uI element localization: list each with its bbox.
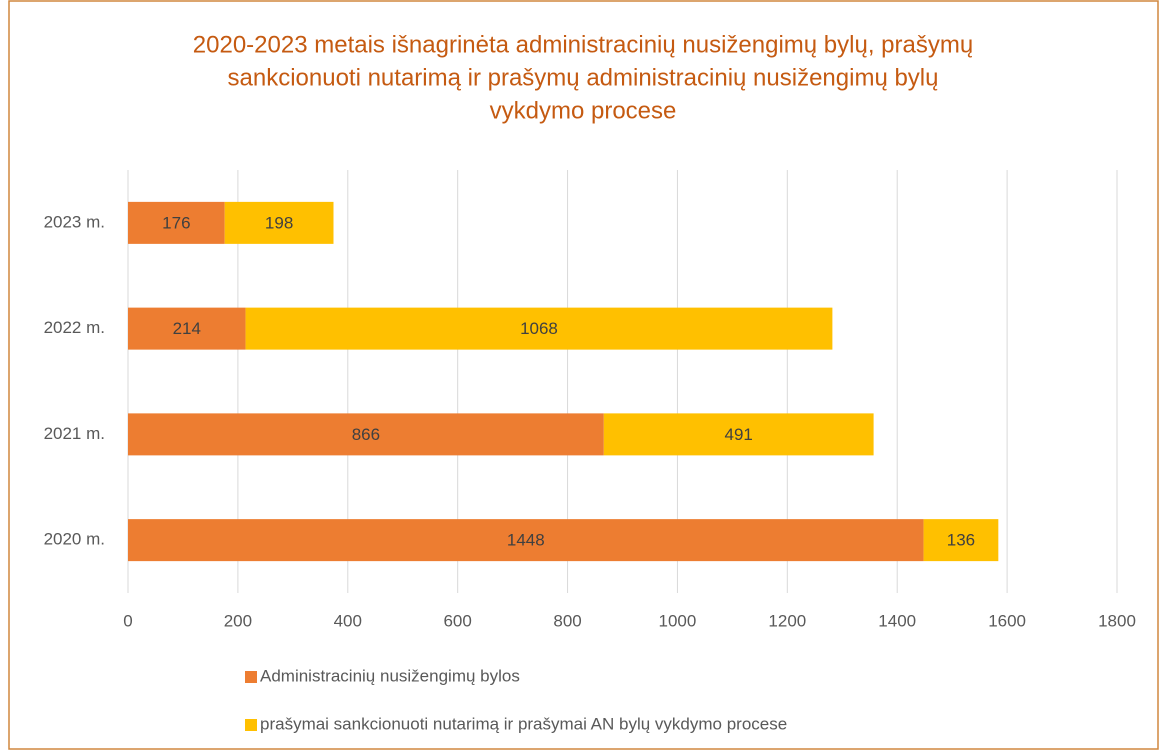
x-tick-label: 800: [553, 611, 581, 630]
data-label: 198: [265, 213, 293, 232]
data-label: 866: [352, 425, 380, 444]
data-label: 1068: [520, 319, 558, 338]
data-label: 136: [947, 531, 975, 550]
chart-title: sankcionuoti nutarimą ir prašymų adminis…: [228, 64, 939, 91]
legend-label: prašymai sankcionuoti nutarimą ir prašym…: [260, 714, 787, 733]
chart-title: 2020-2023 metais išnagrinėta administrac…: [193, 31, 973, 58]
legend-label: Administracinių nusižengimų bylos: [260, 666, 520, 685]
x-tick-label: 200: [224, 611, 252, 630]
bar: [128, 307, 246, 350]
x-tick-label: 0: [123, 611, 132, 630]
x-tick-label: 600: [443, 611, 471, 630]
x-tick-label: 1000: [659, 611, 697, 630]
x-tick-label: 1600: [988, 611, 1026, 630]
bar: [128, 413, 604, 456]
x-tick-label: 1800: [1098, 611, 1136, 630]
x-tick-label: 400: [334, 611, 362, 630]
bar: [923, 519, 999, 562]
chart-title: vykdymo procese: [490, 97, 677, 124]
data-label: 176: [162, 213, 190, 232]
legend-swatch: [245, 719, 257, 731]
x-tick-label: 1400: [878, 611, 916, 630]
bar: [224, 201, 334, 244]
y-tick-label: 2022 m.: [44, 318, 105, 337]
y-tick-label: 2021 m.: [44, 424, 105, 443]
bar: [603, 413, 874, 456]
chart-border: [8, 0, 1159, 750]
x-tick-label: 1200: [768, 611, 806, 630]
bar: [128, 201, 225, 244]
data-label: 491: [725, 425, 753, 444]
y-tick-label: 2020 m.: [44, 530, 105, 549]
legend-swatch: [245, 671, 257, 683]
bar: [245, 307, 833, 350]
y-tick-label: 2023 m.: [44, 212, 105, 231]
bar: [128, 519, 924, 562]
data-label: 1448: [507, 531, 545, 550]
data-label: 214: [173, 319, 201, 338]
